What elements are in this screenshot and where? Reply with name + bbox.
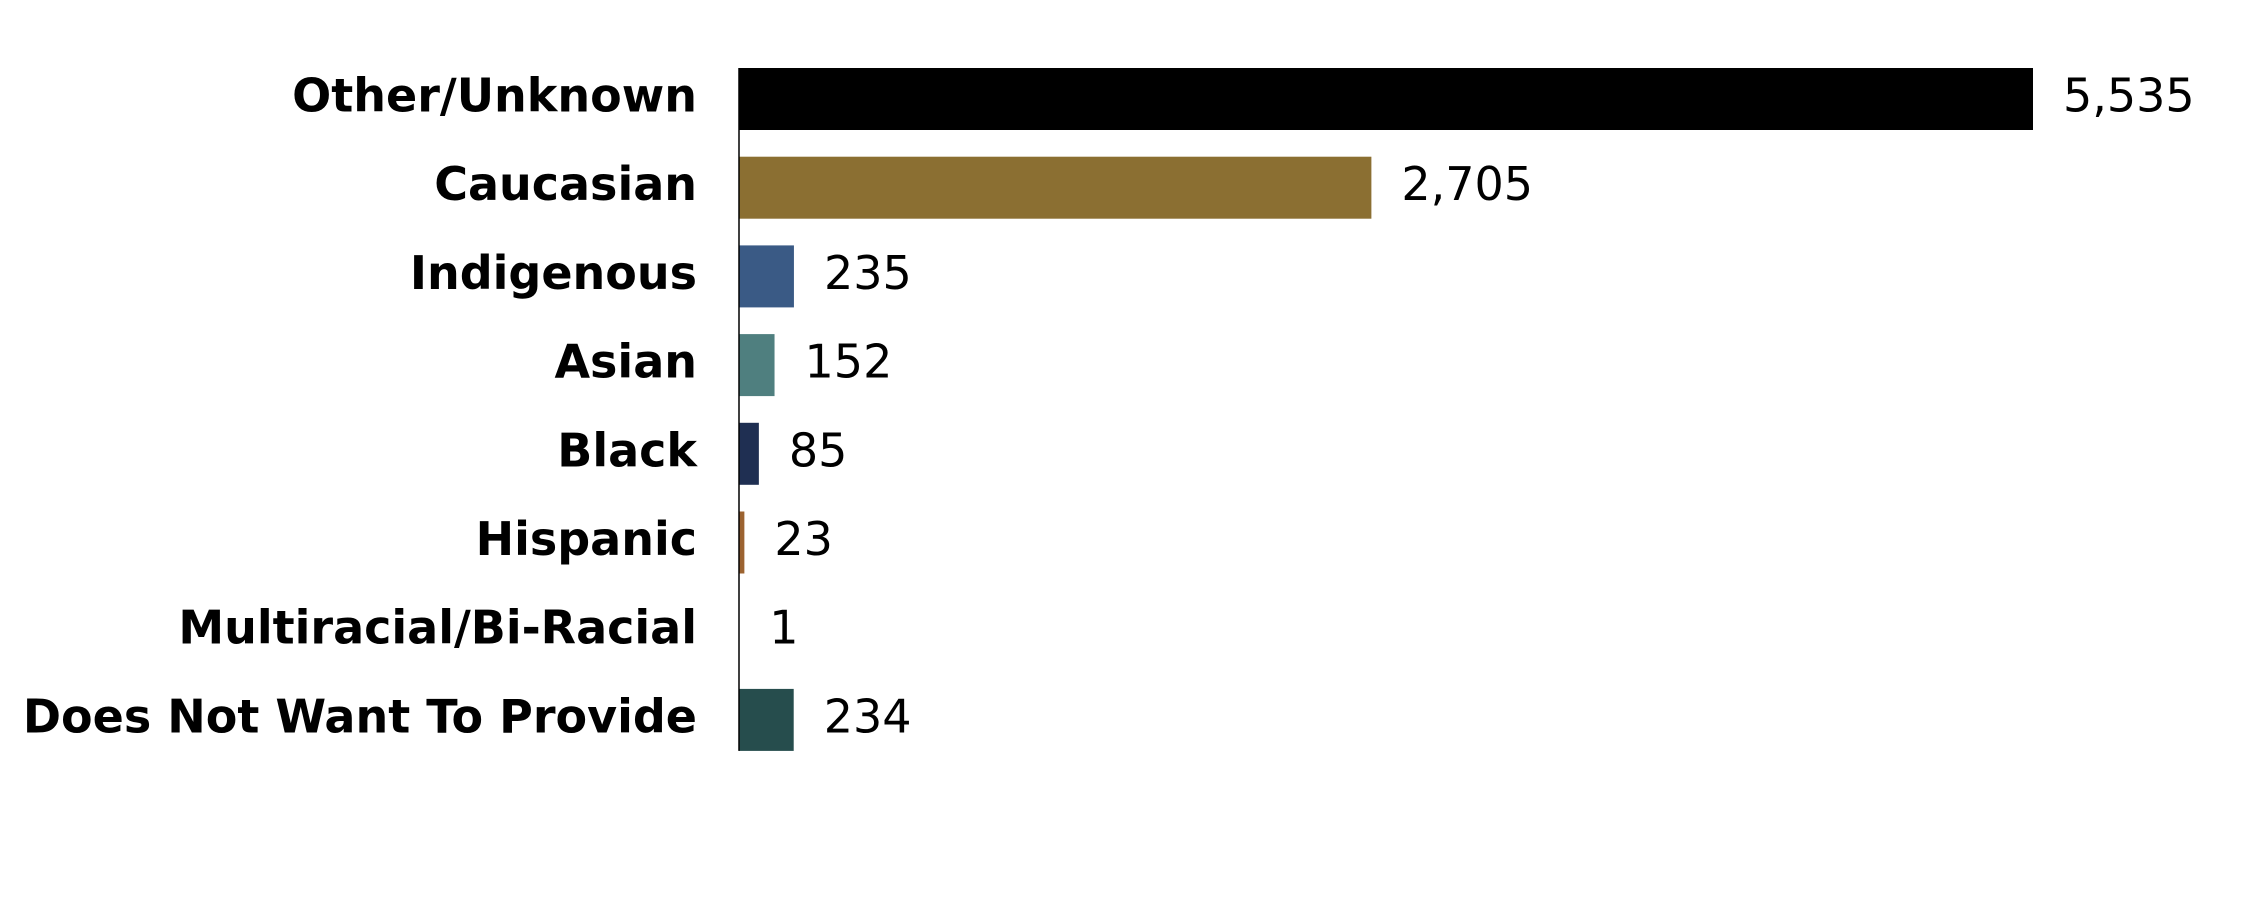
- category-label: Asian: [554, 335, 697, 389]
- value-label: 85: [789, 423, 848, 477]
- value-label: 1: [769, 601, 798, 655]
- category-label: Multiracial/Bi-Racial: [178, 601, 697, 655]
- bar: [739, 334, 775, 397]
- category-label: Hispanic: [476, 512, 697, 566]
- bar: [739, 422, 759, 485]
- category-label: Indigenous: [410, 246, 697, 300]
- category-label: Other/Unknown: [292, 69, 697, 123]
- value-label: 152: [805, 335, 893, 389]
- value-label: 234: [824, 689, 912, 743]
- bar: [739, 245, 794, 308]
- value-label: 5,535: [2063, 69, 2195, 123]
- bar: [739, 156, 1372, 219]
- bar: [739, 511, 745, 574]
- value-label: 23: [774, 512, 833, 566]
- category-label: Does Not Want To Provide: [23, 689, 697, 743]
- value-label: 2,705: [1401, 157, 1533, 211]
- bar: [739, 688, 794, 751]
- category-label: Black: [557, 423, 698, 477]
- bar: [739, 68, 2033, 130]
- category-label: Caucasian: [434, 157, 697, 211]
- value-label: 235: [824, 246, 912, 300]
